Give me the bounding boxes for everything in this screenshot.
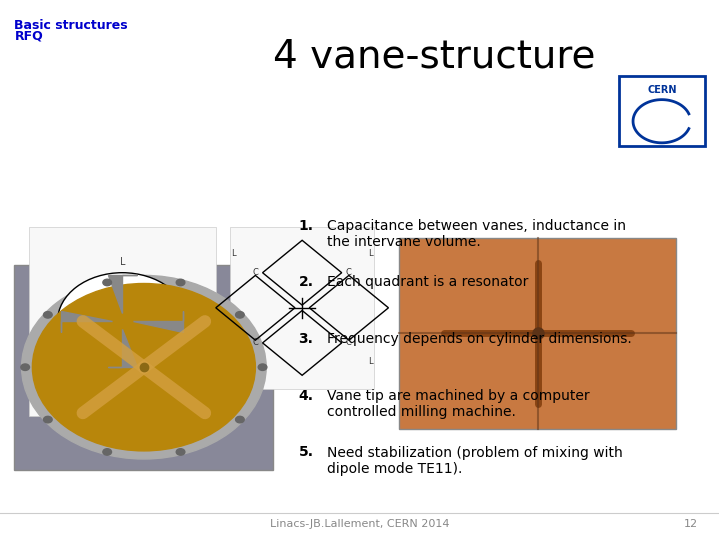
FancyBboxPatch shape <box>230 227 374 389</box>
Text: 4.: 4. <box>299 389 313 403</box>
Text: C: C <box>346 268 352 277</box>
Text: Frequency depends on cylinder dimensions.: Frequency depends on cylinder dimensions… <box>328 332 632 346</box>
Text: Need stabilization (problem of mixing with
dipole mode TE11).: Need stabilization (problem of mixing wi… <box>328 446 623 476</box>
Polygon shape <box>108 275 137 313</box>
Text: Vane tip are machined by a computer
controlled milling machine.: Vane tip are machined by a computer cont… <box>328 389 590 419</box>
FancyBboxPatch shape <box>29 227 216 416</box>
Text: C: C <box>253 268 258 277</box>
Text: Each quadrant is a resonator: Each quadrant is a resonator <box>328 275 528 289</box>
Text: L: L <box>231 249 236 258</box>
Text: L: L <box>120 256 125 267</box>
Circle shape <box>235 416 244 423</box>
Text: Capacitance between vanes, inductance in
the intervane volume.: Capacitance between vanes, inductance in… <box>328 219 626 249</box>
Circle shape <box>58 273 187 370</box>
Circle shape <box>43 416 52 423</box>
Text: L: L <box>368 249 373 258</box>
FancyBboxPatch shape <box>400 238 676 429</box>
Text: L: L <box>368 357 373 366</box>
FancyBboxPatch shape <box>14 265 274 470</box>
Circle shape <box>176 449 185 455</box>
Text: CERN: CERN <box>647 85 677 94</box>
Text: 4 vane-structure: 4 vane-structure <box>274 38 596 76</box>
Text: 3.: 3. <box>299 332 313 346</box>
Text: L: L <box>231 357 236 366</box>
Text: RFQ: RFQ <box>14 30 43 43</box>
Polygon shape <box>133 310 184 332</box>
Text: 12: 12 <box>684 519 698 529</box>
Polygon shape <box>108 329 137 367</box>
Text: C: C <box>253 339 258 347</box>
Text: 1.: 1. <box>299 219 313 233</box>
Text: 5.: 5. <box>299 446 313 460</box>
Circle shape <box>103 279 112 286</box>
Polygon shape <box>61 310 112 332</box>
Circle shape <box>32 284 256 451</box>
Circle shape <box>22 275 266 459</box>
Circle shape <box>235 312 244 318</box>
Circle shape <box>21 364 30 370</box>
Text: C: C <box>119 378 126 388</box>
Circle shape <box>43 312 52 318</box>
Circle shape <box>176 279 185 286</box>
Text: Linacs-JB.Lallement, CERN 2014: Linacs-JB.Lallement, CERN 2014 <box>270 519 449 529</box>
Text: Basic structures: Basic structures <box>14 19 128 32</box>
FancyBboxPatch shape <box>618 76 705 146</box>
Circle shape <box>258 364 267 370</box>
Text: C: C <box>346 339 352 347</box>
Circle shape <box>103 449 112 455</box>
Text: 2.: 2. <box>299 275 313 289</box>
